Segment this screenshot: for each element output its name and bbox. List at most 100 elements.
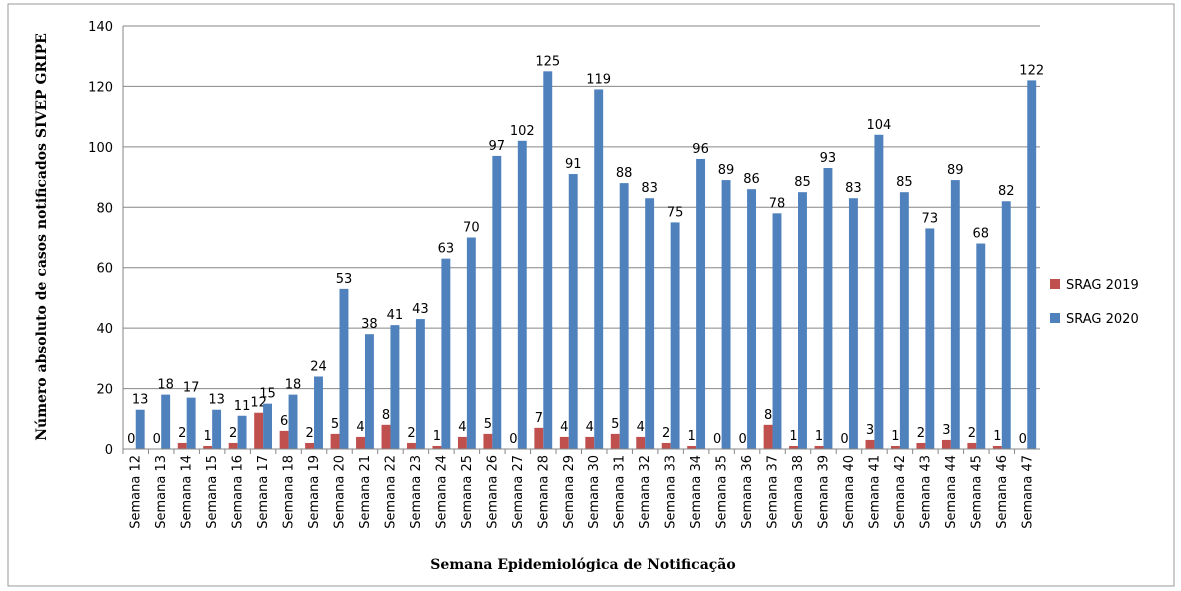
data-label: 2	[407, 426, 415, 441]
data-label: 1	[688, 429, 696, 444]
data-label: 24	[310, 359, 327, 374]
bar	[432, 445, 442, 449]
x-tick-label: Semana 35	[715, 455, 730, 529]
data-label: 5	[611, 417, 619, 432]
bar	[925, 228, 935, 449]
x-tick-label: Semana 43	[918, 455, 933, 529]
bar	[670, 222, 680, 449]
data-label: 63	[438, 242, 455, 257]
data-label: 1	[815, 429, 823, 444]
bar	[212, 409, 222, 449]
bar	[186, 397, 196, 449]
x-tick-label: Semana 24	[434, 455, 449, 529]
x-tick-label: Semana 22	[383, 455, 398, 529]
bar	[585, 436, 595, 449]
bar	[950, 180, 960, 450]
legend-swatch	[1050, 279, 1060, 289]
bar	[517, 140, 527, 450]
data-label: 89	[947, 163, 964, 178]
bar	[636, 436, 646, 449]
data-label: 125	[535, 54, 560, 69]
y-tick-label: 100	[88, 141, 113, 156]
data-label: 4	[586, 420, 594, 435]
data-label: 1	[204, 429, 212, 444]
x-tick-label: Semana 29	[562, 455, 577, 529]
x-tick-label: Semana 44	[944, 455, 959, 529]
data-label: 104	[866, 118, 891, 133]
bar	[967, 442, 977, 449]
y-tick-label: 20	[96, 383, 113, 398]
data-label: 3	[866, 423, 874, 438]
data-label: 75	[667, 205, 684, 220]
data-label: 0	[1019, 432, 1027, 447]
data-label: 82	[998, 184, 1015, 199]
bar	[407, 442, 416, 449]
bar	[330, 433, 340, 449]
data-label: 2	[178, 426, 186, 441]
x-tick-label: Semana 23	[409, 455, 424, 529]
x-tick-label: Semana 42	[893, 455, 908, 529]
bar	[177, 442, 187, 449]
data-label: 11	[234, 399, 251, 414]
x-tick-label: Semana 12	[129, 455, 144, 529]
data-label: 73	[922, 211, 939, 226]
x-tick-label: Semana 14	[180, 455, 195, 529]
data-label: 1	[433, 429, 441, 444]
data-label: 85	[794, 175, 811, 190]
bar	[356, 436, 365, 449]
legend-label: SRAG 2019	[1066, 278, 1139, 293]
bar	[305, 442, 315, 449]
x-tick-label: Semana 25	[460, 455, 475, 529]
data-label: 1	[891, 429, 899, 444]
bar	[687, 445, 697, 449]
legend-swatch	[1050, 313, 1060, 323]
bar	[823, 168, 833, 449]
bar	[798, 192, 807, 449]
data-label: 53	[336, 272, 353, 287]
data-label: 13	[208, 393, 225, 408]
bar	[135, 409, 145, 449]
legend-label: SRAG 2020	[1066, 312, 1139, 327]
x-tick-label: Semana 47	[1020, 455, 1035, 529]
bar	[263, 403, 273, 449]
x-tick-label: Semana 26	[485, 455, 500, 529]
bar	[747, 189, 756, 449]
bar	[890, 445, 900, 449]
data-label: 68	[973, 227, 990, 242]
x-tick-label: Semana 34	[689, 455, 704, 529]
bar	[645, 198, 655, 449]
x-tick-label: Semana 28	[536, 455, 551, 529]
data-label: 96	[692, 142, 709, 157]
bar	[441, 258, 451, 449]
x-tick-label: Semana 46	[995, 455, 1010, 529]
x-tick-label: Semana 30	[587, 455, 602, 529]
data-label: 0	[509, 432, 517, 447]
bar	[492, 155, 502, 449]
x-tick-label: Semana 37	[766, 455, 781, 529]
bar	[237, 415, 247, 449]
x-tick-label: Semana 40	[842, 455, 857, 529]
bar	[941, 439, 951, 449]
data-label: 0	[127, 432, 135, 447]
data-label: 6	[280, 414, 288, 429]
bar	[772, 213, 782, 449]
data-label: 78	[769, 196, 786, 211]
bar	[916, 442, 926, 449]
bar	[314, 376, 323, 449]
data-label: 18	[285, 378, 302, 393]
bar	[390, 325, 400, 449]
data-label: 43	[412, 302, 429, 317]
bar	[279, 430, 289, 449]
data-label: 86	[743, 172, 760, 187]
data-label: 102	[510, 124, 535, 139]
x-tick-label: Semana 38	[791, 455, 806, 529]
data-label: 2	[968, 426, 976, 441]
data-label: 85	[896, 175, 913, 190]
x-tick-label: Semana 15	[205, 455, 220, 529]
data-label: 122	[1019, 63, 1044, 78]
bar	[228, 442, 238, 449]
data-label: 2	[305, 426, 313, 441]
data-label: 83	[845, 181, 862, 196]
data-label: 0	[153, 432, 161, 447]
data-label: 88	[616, 166, 633, 181]
